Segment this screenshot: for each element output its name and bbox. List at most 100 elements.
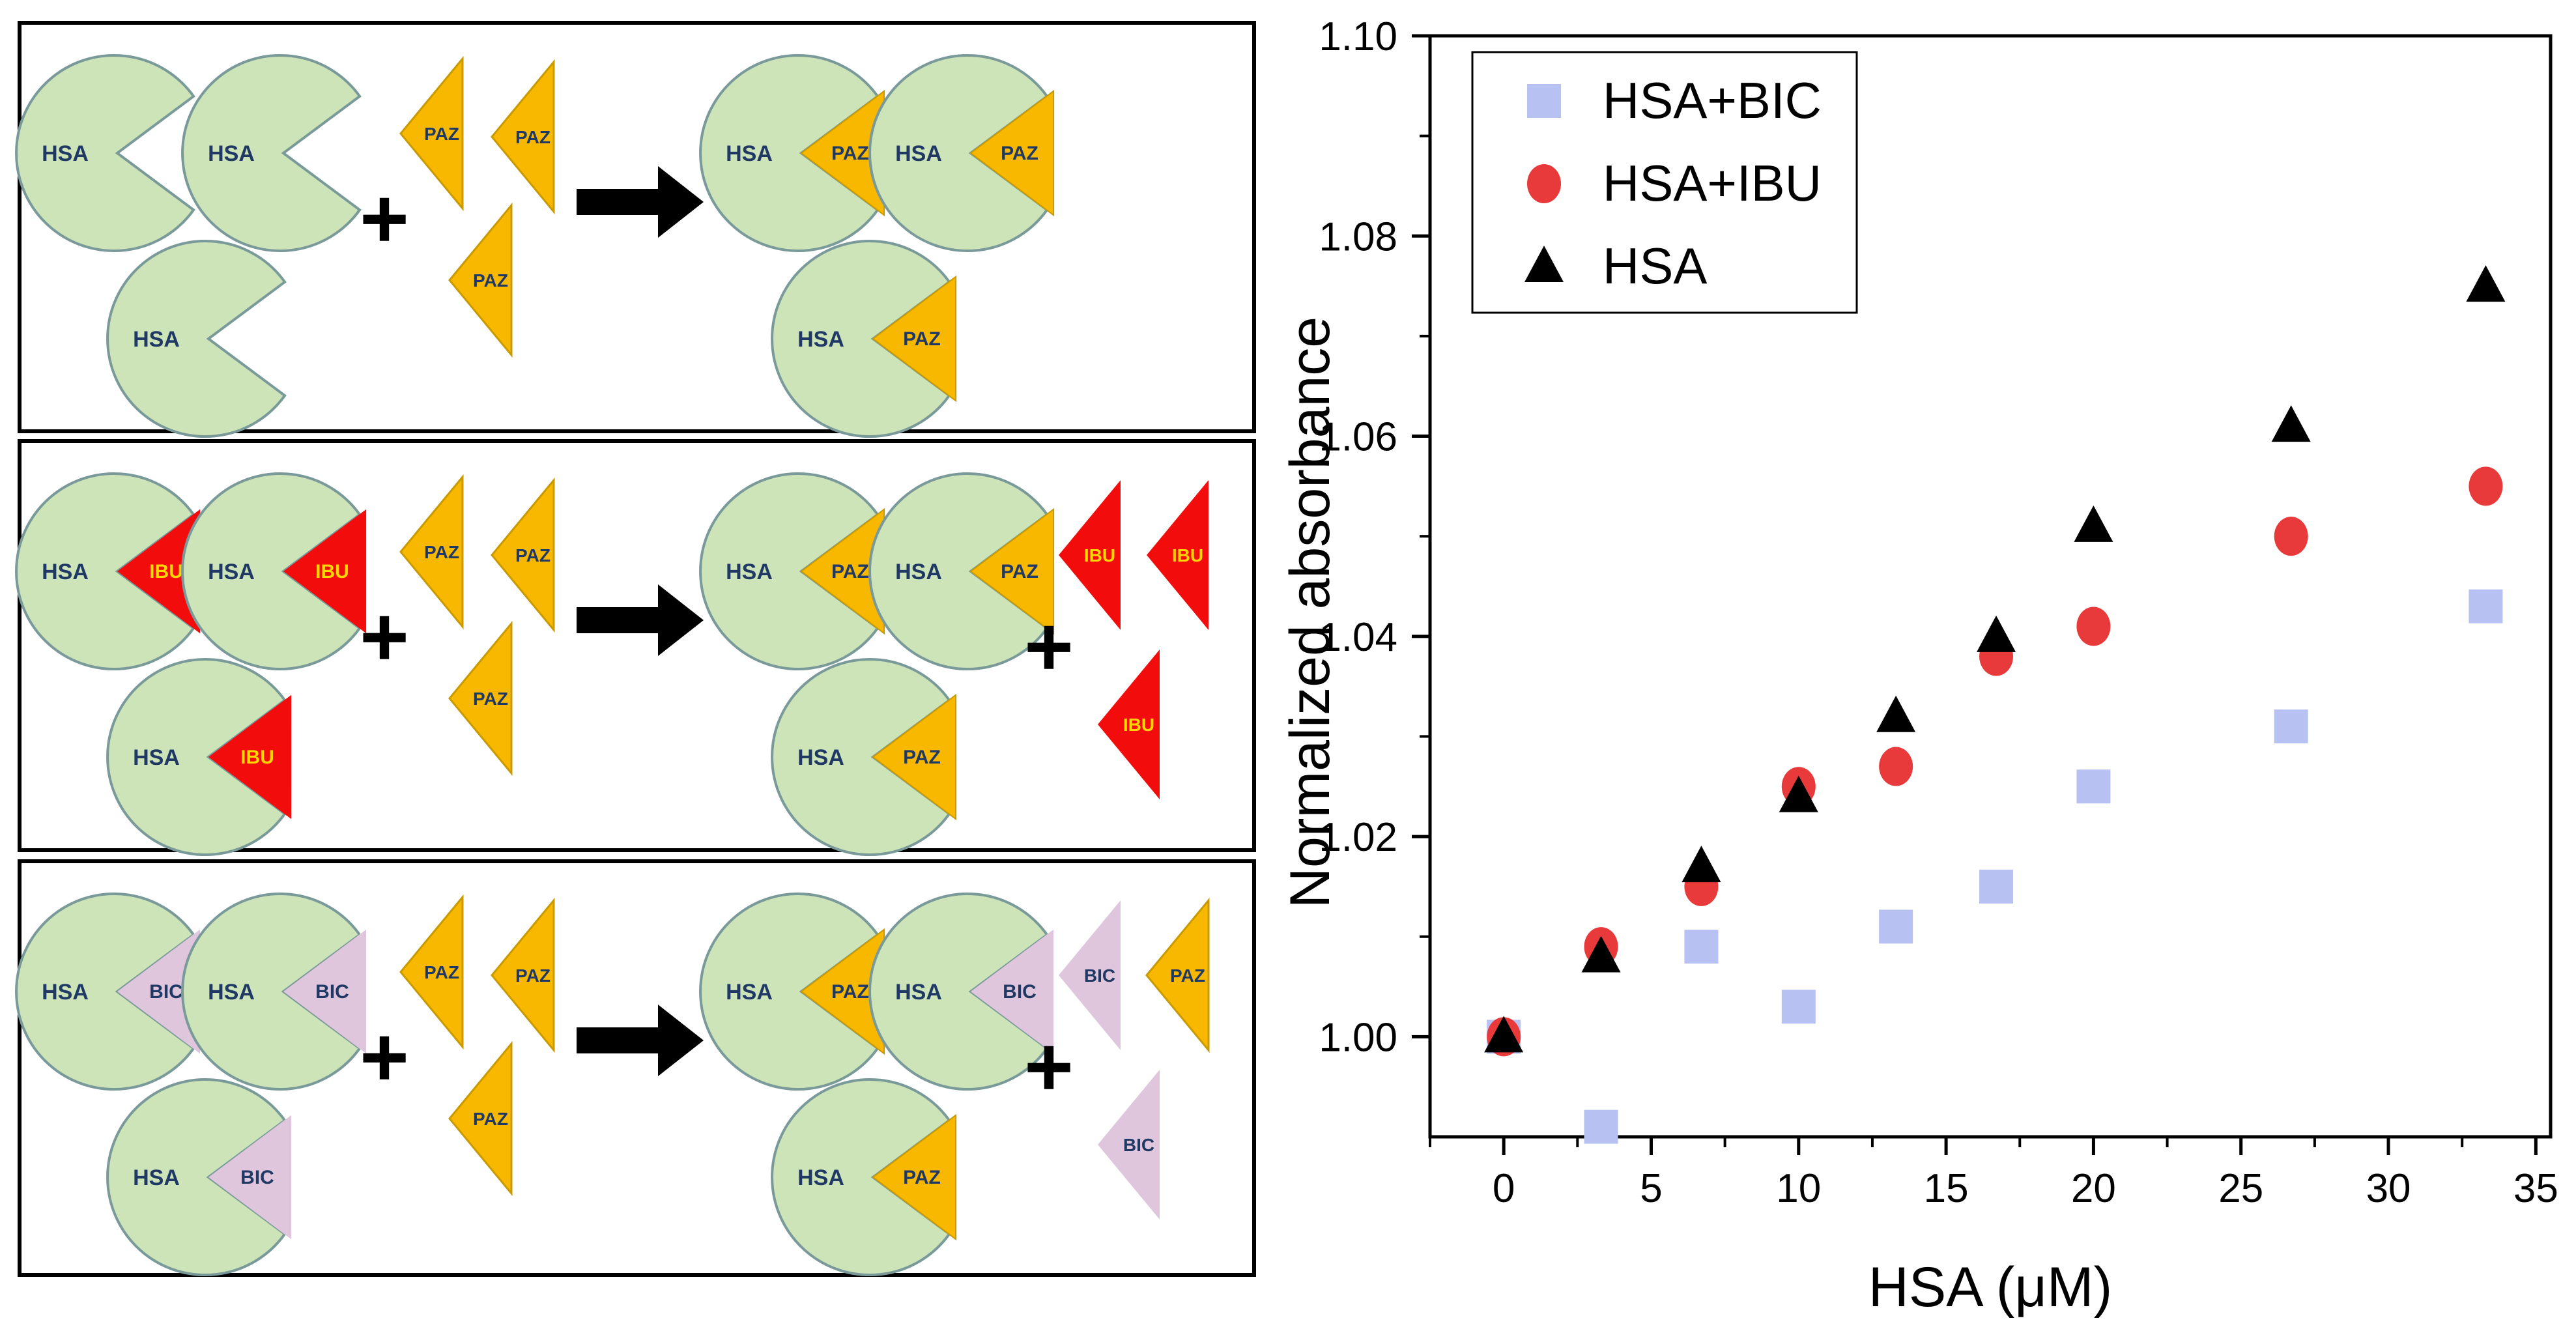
- bound-ligand-label: PAZ: [831, 981, 869, 1003]
- reaction-arrow: [577, 166, 704, 238]
- paz-triangle: [491, 897, 555, 1053]
- protein-label: HSA: [42, 141, 89, 166]
- paz-triangle: [448, 620, 513, 777]
- ligand-label: IBU: [1123, 715, 1154, 735]
- x-tick-label: 0: [1493, 1166, 1515, 1211]
- data-point: [1682, 846, 1721, 883]
- ligand-label: IBU: [1172, 545, 1203, 565]
- protein-shape: [771, 1078, 951, 1276]
- bound-ligand-label: PAZ: [903, 747, 941, 768]
- protein-label: HSA: [726, 141, 773, 166]
- y-tick-label: 1.04: [1319, 615, 1397, 660]
- plus-sign: +: [360, 171, 409, 266]
- right-complex: HSA BIC: [868, 893, 1054, 1091]
- data-point: [1584, 1109, 1618, 1144]
- data-point: [2274, 517, 2308, 556]
- paz-triangle: [399, 55, 464, 212]
- scheme-panel-2: [18, 439, 1256, 852]
- ligand-label: PAZ: [473, 270, 508, 291]
- bound-ligand-label: PAZ: [903, 1167, 941, 1188]
- released-ligand: IBU: [1059, 480, 1121, 630]
- bound-ligand-label: BIC: [240, 1167, 274, 1188]
- x-tick-label: 20: [2071, 1166, 2116, 1211]
- right-complex: HSA PAZ: [699, 472, 885, 670]
- protein-shape: [181, 893, 362, 1091]
- left-complex: HSA: [181, 54, 362, 252]
- protein-label: HSA: [726, 560, 773, 584]
- protein-label: HSA: [895, 980, 942, 1005]
- left-complex: HSA BIC: [106, 1078, 292, 1276]
- data-point: [2469, 466, 2503, 506]
- ibu-triangle: [1098, 650, 1160, 799]
- protein-shape: [181, 472, 362, 670]
- added-ligand: PAZ: [448, 620, 513, 777]
- y-tick-label: 1.00: [1319, 1015, 1397, 1060]
- protein-shape: [771, 240, 951, 438]
- series-hsa-ibu: [1487, 466, 2503, 1057]
- data-point: [1581, 936, 1621, 973]
- data-point: [2274, 709, 2308, 744]
- protein-label: HSA: [133, 327, 180, 352]
- data-point: [1879, 747, 1913, 786]
- bound-ligand-label: PAZ: [1001, 143, 1038, 164]
- ligand-label: PAZ: [473, 1109, 508, 1129]
- protein-shape: [699, 54, 880, 252]
- data-point: [2076, 769, 2111, 804]
- data-point: [1484, 1016, 1524, 1053]
- scatter-chart: 0 5 10 15 20 25 30 35 1.001.021.041.061.081.10 …: [1279, 14, 2558, 1319]
- protein-label: HSA: [208, 980, 255, 1005]
- protein-shape: [15, 54, 195, 252]
- protein-shape: [181, 54, 362, 252]
- bound-paz-wedge: [872, 693, 957, 821]
- x-tick-label: 30: [2366, 1166, 2411, 1211]
- x-tick-label: 5: [1640, 1166, 1662, 1211]
- plus-sign: +: [360, 1009, 409, 1104]
- bound-paz-wedge: [969, 89, 1055, 217]
- bound-bic-wedge: [117, 929, 201, 1054]
- protein-shape: [868, 54, 1049, 252]
- protein-shape: [699, 472, 880, 670]
- x-tick-label: 10: [1776, 1166, 1821, 1211]
- protein-label: HSA: [133, 745, 180, 770]
- protein-shape: [106, 1078, 287, 1276]
- bic-triangle: [1098, 1070, 1160, 1220]
- reaction-arrow: [577, 584, 704, 656]
- released-ligand: IBU: [1098, 650, 1160, 799]
- released-ligand: PAZ: [1145, 897, 1210, 1053]
- x-axis-label: HSA (μM): [1868, 1256, 2112, 1319]
- released-ligand: BIC: [1059, 900, 1121, 1050]
- legend-label: HSA: [1603, 237, 1707, 294]
- bound-ligand-label: PAZ: [903, 328, 941, 350]
- plus-sign: +: [1024, 1019, 1074, 1114]
- bound-ibu-wedge: [208, 694, 292, 820]
- left-complex: HSA IBU: [15, 472, 201, 670]
- left-complex: HSA BIC: [15, 893, 201, 1091]
- bound-ligand-label: PAZ: [831, 143, 869, 164]
- protein-shape: [15, 472, 195, 670]
- bound-ligand-label: PAZ: [1001, 561, 1038, 582]
- ligand-label: BIC: [1084, 965, 1115, 986]
- protein-shape: [868, 472, 1049, 670]
- scheme-panel-1: [18, 21, 1256, 433]
- paz-triangle: [1145, 897, 1210, 1053]
- protein-label: HSA: [208, 560, 255, 584]
- bound-ligand-label: BIC: [315, 981, 349, 1003]
- added-ligand: PAZ: [399, 474, 464, 630]
- ligand-label: IBU: [1084, 545, 1115, 565]
- paz-triangle: [491, 59, 555, 215]
- left-complex: HSA IBU: [106, 658, 292, 856]
- protein-shape: [106, 240, 287, 438]
- legend: HSA+BIC HSA+IBU HSA: [1471, 51, 1858, 314]
- bound-ibu-wedge: [117, 509, 201, 634]
- right-complex: HSA PAZ: [699, 54, 885, 252]
- data-point: [2271, 405, 2311, 442]
- data-point: [1781, 990, 1816, 1024]
- x-tick-label: 35: [2513, 1166, 2558, 1211]
- y-tick-label: 1.06: [1319, 415, 1397, 460]
- paz-triangle: [448, 202, 513, 358]
- added-ligand: PAZ: [448, 202, 513, 358]
- ligand-label: PAZ: [424, 124, 459, 144]
- protein-label: HSA: [797, 327, 844, 352]
